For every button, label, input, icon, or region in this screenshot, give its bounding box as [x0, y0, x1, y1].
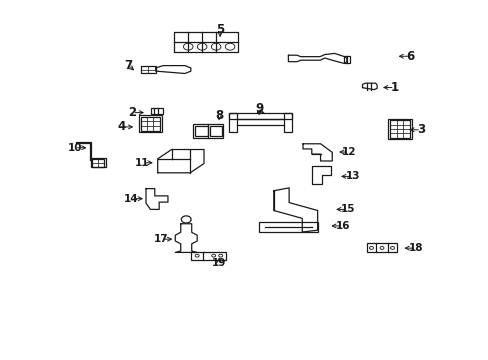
Text: 7: 7: [124, 59, 132, 72]
Text: 13: 13: [345, 171, 359, 181]
Bar: [139, 116, 161, 132]
Text: 8: 8: [215, 109, 223, 122]
Text: 10: 10: [67, 143, 82, 153]
Bar: [259, 222, 317, 232]
Bar: [193, 124, 222, 138]
Text: 19: 19: [211, 258, 226, 268]
Text: 14: 14: [124, 194, 139, 204]
Bar: [195, 126, 207, 136]
Text: 16: 16: [335, 221, 349, 231]
Bar: [389, 121, 409, 138]
Bar: [344, 56, 349, 63]
Bar: [141, 66, 156, 73]
Text: 15: 15: [340, 204, 354, 215]
Text: 2: 2: [128, 106, 136, 119]
Bar: [91, 159, 104, 167]
Text: 5: 5: [216, 23, 224, 36]
Text: 12: 12: [342, 147, 356, 157]
Text: 18: 18: [408, 243, 423, 253]
Bar: [141, 117, 159, 131]
Bar: [190, 252, 225, 260]
Bar: [387, 119, 411, 139]
Bar: [284, 113, 292, 132]
Text: 6: 6: [406, 50, 413, 63]
Bar: [228, 113, 237, 132]
Text: 3: 3: [416, 123, 424, 136]
Text: 17: 17: [154, 234, 168, 244]
Text: 1: 1: [390, 81, 398, 94]
Bar: [151, 108, 162, 114]
Bar: [366, 243, 396, 252]
Text: 9: 9: [254, 103, 263, 116]
Bar: [209, 126, 222, 136]
Text: 4: 4: [117, 121, 125, 134]
Bar: [228, 113, 292, 118]
Text: 11: 11: [135, 158, 149, 168]
